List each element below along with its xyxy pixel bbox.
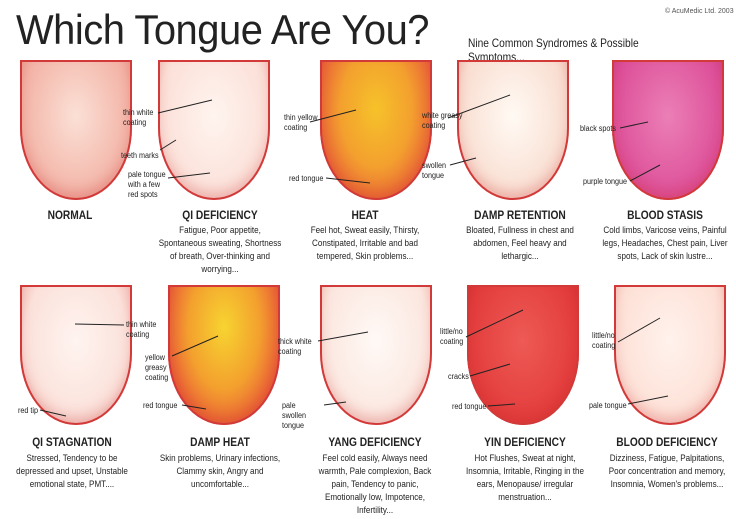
- syndrome-symptoms: Fatigue, Poor appetite, Spontaneous swea…: [158, 225, 282, 275]
- pointer-line: [449, 157, 477, 166]
- tongue-blood-deficiency: [614, 285, 726, 425]
- syndrome-symptoms: Dizziness, Fatigue, Palpitations, Poor c…: [608, 453, 726, 490]
- tongue-qi-stagnation: [20, 285, 132, 425]
- syndrome-name: YIN DEFICIENCY: [484, 435, 566, 449]
- syndrome-symptoms: Feel hot, Sweat easily, Thirsty, Constip…: [310, 225, 420, 262]
- syndrome-symptoms: Bloated, Fullness in chest and abdomen, …: [466, 225, 574, 262]
- pointer-line: [171, 335, 219, 357]
- pointer-line: [487, 403, 516, 407]
- pointer-line: [619, 121, 649, 129]
- pointer-line: [627, 395, 669, 405]
- syndrome-symptoms: Feel cold easily, Always need warmth, Pa…: [318, 453, 432, 516]
- pointer-line: [465, 309, 524, 338]
- syndrome-name: NORMAL: [47, 208, 93, 222]
- annotation-label: purple tongue: [583, 177, 628, 186]
- annotation-label: little/no coating: [440, 327, 464, 346]
- annotation-label: cracks: [448, 372, 469, 381]
- tongue-damp-heat: [168, 285, 280, 425]
- tongue-yin-deficiency: [467, 285, 579, 425]
- pointer-line: [159, 139, 177, 151]
- syndrome-symptoms: Cold limbs, Varicose veins, Painful legs…: [602, 225, 728, 262]
- tongue-damp-retention: [457, 60, 569, 200]
- pointer-line: [181, 404, 207, 410]
- annotation-label: pale swollen tongue: [282, 401, 307, 430]
- pointer-line: [469, 363, 511, 377]
- syndrome-symptoms: Skin problems, Urinary infections, Clamm…: [159, 453, 281, 490]
- syndrome-symptoms: Stressed, Tendency to be depressed and u…: [16, 453, 128, 490]
- syndrome-name: YANG DEFICIENCY: [328, 435, 422, 449]
- syndrome-name: QI DEFICIENCY: [182, 208, 258, 222]
- annotation-label: thin white coating: [123, 108, 154, 127]
- tongue-blood-stasis: [612, 60, 724, 200]
- pointer-line: [167, 172, 211, 179]
- syndrome-name: QI STAGNATION: [32, 435, 112, 449]
- annotation-label: red tip: [18, 406, 39, 415]
- annotation-label: pale tongue with a few red spots: [128, 170, 166, 199]
- annotation-label: white greasy coating: [422, 111, 463, 130]
- annotation-label: little/no coating: [592, 331, 616, 350]
- pointer-line: [309, 109, 357, 123]
- pointer-line: [74, 323, 125, 326]
- annotation-label: red tongue: [143, 401, 178, 410]
- page-title: Which Tongue Are You?: [16, 6, 430, 53]
- pointer-line: [157, 99, 213, 114]
- annotation-label: swollen tongue: [422, 161, 447, 180]
- pointer-line: [39, 409, 67, 417]
- tongue-normal: [20, 60, 132, 200]
- annotation-label: black spots: [580, 124, 617, 133]
- annotation-label: thin white coating: [126, 320, 157, 339]
- pointer-line: [325, 177, 371, 184]
- pointer-line: [629, 164, 661, 182]
- annotation-label: thick white coating: [278, 337, 312, 356]
- annotation-label: red tongue: [452, 402, 487, 411]
- syndrome-name: HEAT: [351, 208, 379, 222]
- annotation-label: thin yellow coating: [284, 113, 318, 132]
- pointer-line: [323, 401, 347, 406]
- annotation-label: yellow greasy coating: [145, 353, 169, 382]
- syndrome-name: BLOOD STASIS: [627, 208, 703, 222]
- annotation-label: teeth marks: [121, 151, 159, 160]
- pointer-line: [617, 317, 661, 343]
- syndrome-name: BLOOD DEFICIENCY: [616, 435, 718, 449]
- pointer-line: [447, 94, 511, 119]
- annotation-label: red tongue: [289, 174, 324, 183]
- tongue-heat: [320, 60, 432, 200]
- syndrome-name: DAMP RETENTION: [474, 208, 566, 222]
- copyright: © AcuMedic Ltd. 2003: [665, 8, 734, 15]
- tongue-yang-deficiency: [320, 285, 432, 425]
- syndrome-symptoms: Hot Flushes, Sweat at night, Insomnia, I…: [465, 453, 585, 503]
- pointer-line: [317, 331, 369, 342]
- syndrome-name: DAMP HEAT: [190, 435, 250, 449]
- annotation-label: pale tongue: [589, 401, 627, 410]
